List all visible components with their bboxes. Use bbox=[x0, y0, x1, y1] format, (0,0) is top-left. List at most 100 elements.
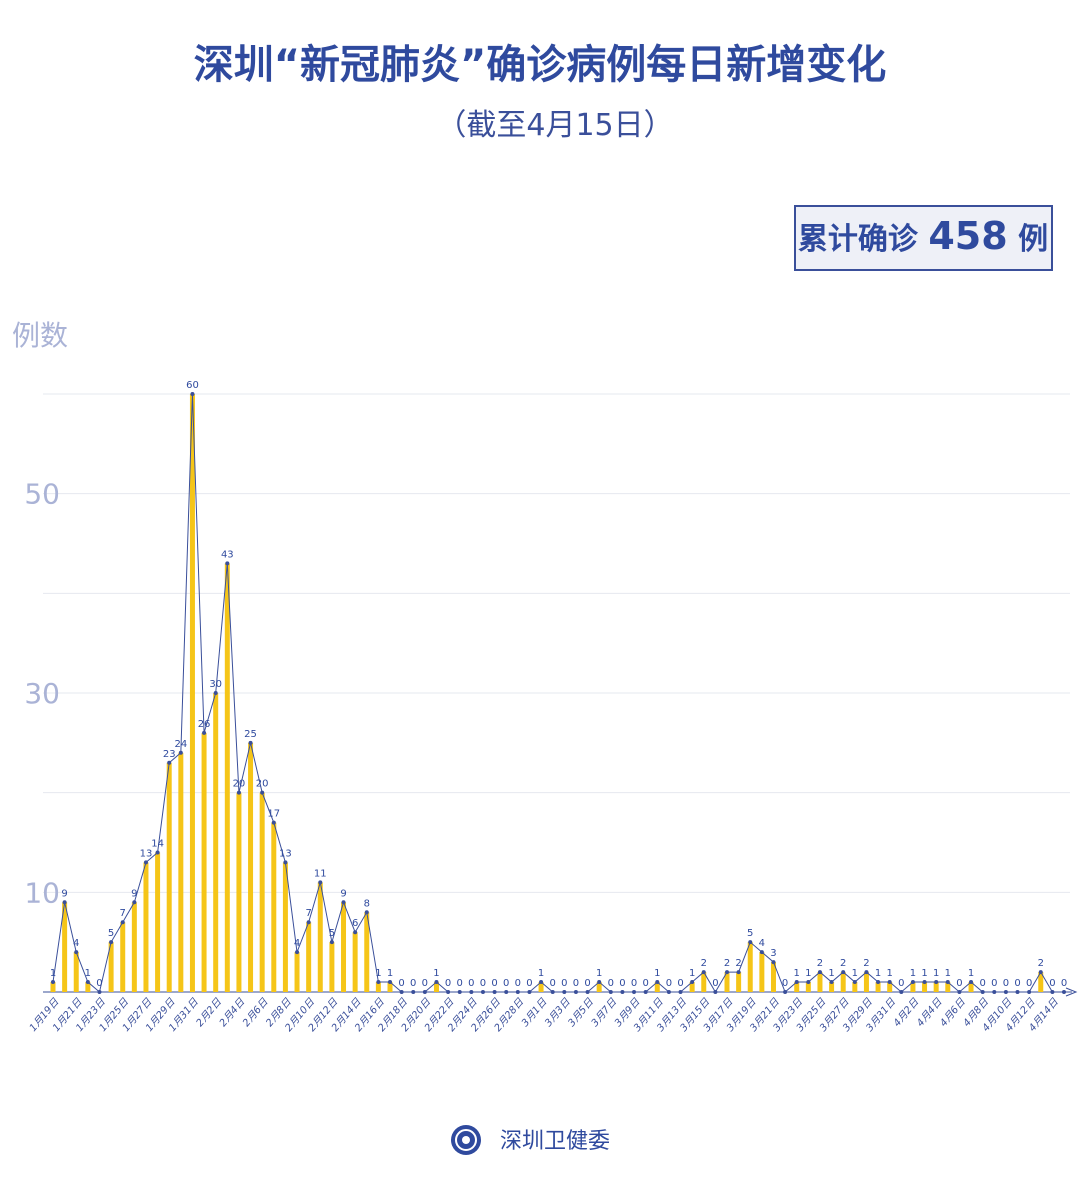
bar bbox=[120, 922, 126, 992]
bar bbox=[910, 982, 916, 992]
point bbox=[178, 750, 183, 755]
point bbox=[225, 561, 230, 566]
bar bbox=[213, 693, 219, 992]
value-label: 1 bbox=[852, 968, 858, 979]
point bbox=[329, 940, 334, 945]
point bbox=[887, 980, 892, 985]
point bbox=[213, 691, 218, 695]
bar bbox=[131, 902, 137, 992]
value-label: 1 bbox=[538, 968, 544, 979]
value-label: 0 bbox=[631, 978, 637, 989]
bar bbox=[50, 982, 56, 992]
chart-subtitle: （截至4月15日） bbox=[436, 108, 673, 143]
bar bbox=[701, 972, 707, 992]
value-label: 24 bbox=[174, 739, 187, 750]
point bbox=[457, 990, 462, 994]
value-label: 43 bbox=[221, 549, 234, 560]
value-label: 5 bbox=[329, 928, 335, 939]
bar bbox=[805, 982, 811, 992]
point bbox=[713, 990, 718, 994]
value-label: 8 bbox=[364, 898, 370, 909]
bar bbox=[248, 742, 254, 992]
point bbox=[248, 740, 253, 745]
value-label: 0 bbox=[398, 978, 404, 989]
value-label: 5 bbox=[108, 928, 114, 939]
value-label: 0 bbox=[712, 978, 718, 989]
point bbox=[620, 990, 625, 994]
point bbox=[701, 970, 706, 975]
point bbox=[492, 990, 497, 994]
value-label: 13 bbox=[140, 848, 153, 859]
bar bbox=[840, 972, 846, 992]
point bbox=[143, 860, 148, 865]
bar bbox=[294, 952, 300, 992]
bar bbox=[201, 732, 207, 992]
bar bbox=[724, 972, 730, 992]
bar bbox=[433, 982, 439, 992]
point bbox=[632, 990, 637, 994]
bar bbox=[317, 882, 323, 992]
point bbox=[51, 980, 55, 985]
point bbox=[167, 760, 172, 765]
bar bbox=[875, 982, 881, 992]
value-label: 0 bbox=[1003, 978, 1009, 989]
point bbox=[794, 980, 799, 985]
total-label: 累计确诊 bbox=[798, 222, 919, 257]
bar bbox=[817, 972, 823, 992]
value-label: 1 bbox=[828, 968, 834, 979]
bar bbox=[863, 972, 869, 992]
value-label: 4 bbox=[73, 938, 79, 949]
value-label: 1 bbox=[968, 968, 974, 979]
point bbox=[771, 960, 776, 965]
value-label: 25 bbox=[244, 729, 257, 740]
point bbox=[597, 980, 602, 985]
point bbox=[341, 900, 346, 905]
value-label: 0 bbox=[445, 978, 451, 989]
bar bbox=[736, 972, 742, 992]
point bbox=[190, 392, 195, 396]
value-label: 30 bbox=[209, 679, 222, 690]
value-label: 0 bbox=[480, 978, 486, 989]
value-label: 2 bbox=[1038, 958, 1044, 969]
bar bbox=[282, 862, 288, 992]
value-label: 0 bbox=[782, 978, 788, 989]
bar bbox=[968, 982, 974, 992]
point bbox=[1062, 990, 1066, 994]
value-label: 0 bbox=[503, 978, 509, 989]
bar bbox=[329, 942, 335, 992]
point bbox=[283, 860, 288, 865]
point bbox=[945, 980, 950, 985]
value-label: 1 bbox=[596, 968, 602, 979]
footer-logo bbox=[451, 1125, 481, 1155]
value-label: 1 bbox=[387, 968, 393, 979]
bar bbox=[770, 962, 776, 992]
chart-title: 深圳“新冠肺炎”确诊病例每日新增变化 bbox=[194, 42, 887, 88]
value-label: 0 bbox=[584, 978, 590, 989]
point bbox=[1038, 970, 1043, 975]
value-label: 1 bbox=[805, 968, 811, 979]
point bbox=[876, 980, 881, 985]
value-label: 1 bbox=[85, 968, 91, 979]
value-label: 0 bbox=[898, 978, 904, 989]
value-label: 0 bbox=[457, 978, 463, 989]
value-label: 4 bbox=[759, 938, 765, 949]
point bbox=[399, 990, 404, 994]
total-box-text: 累计确诊 458 例 bbox=[798, 214, 1048, 258]
value-label: 0 bbox=[677, 978, 683, 989]
value-label: 0 bbox=[1026, 978, 1032, 989]
value-label: 60 bbox=[186, 380, 199, 391]
bar bbox=[178, 752, 184, 992]
value-label: 0 bbox=[573, 978, 579, 989]
point bbox=[725, 970, 729, 975]
value-label: 0 bbox=[642, 978, 648, 989]
bar bbox=[341, 902, 347, 992]
bar bbox=[62, 902, 68, 992]
bar bbox=[1038, 972, 1044, 992]
point bbox=[678, 990, 683, 994]
bar bbox=[852, 982, 858, 992]
value-label: 11 bbox=[314, 868, 327, 879]
value-label: 1 bbox=[945, 968, 951, 979]
point bbox=[806, 980, 811, 985]
total-unit: 例 bbox=[1018, 222, 1048, 257]
value-label: 9 bbox=[131, 888, 137, 899]
